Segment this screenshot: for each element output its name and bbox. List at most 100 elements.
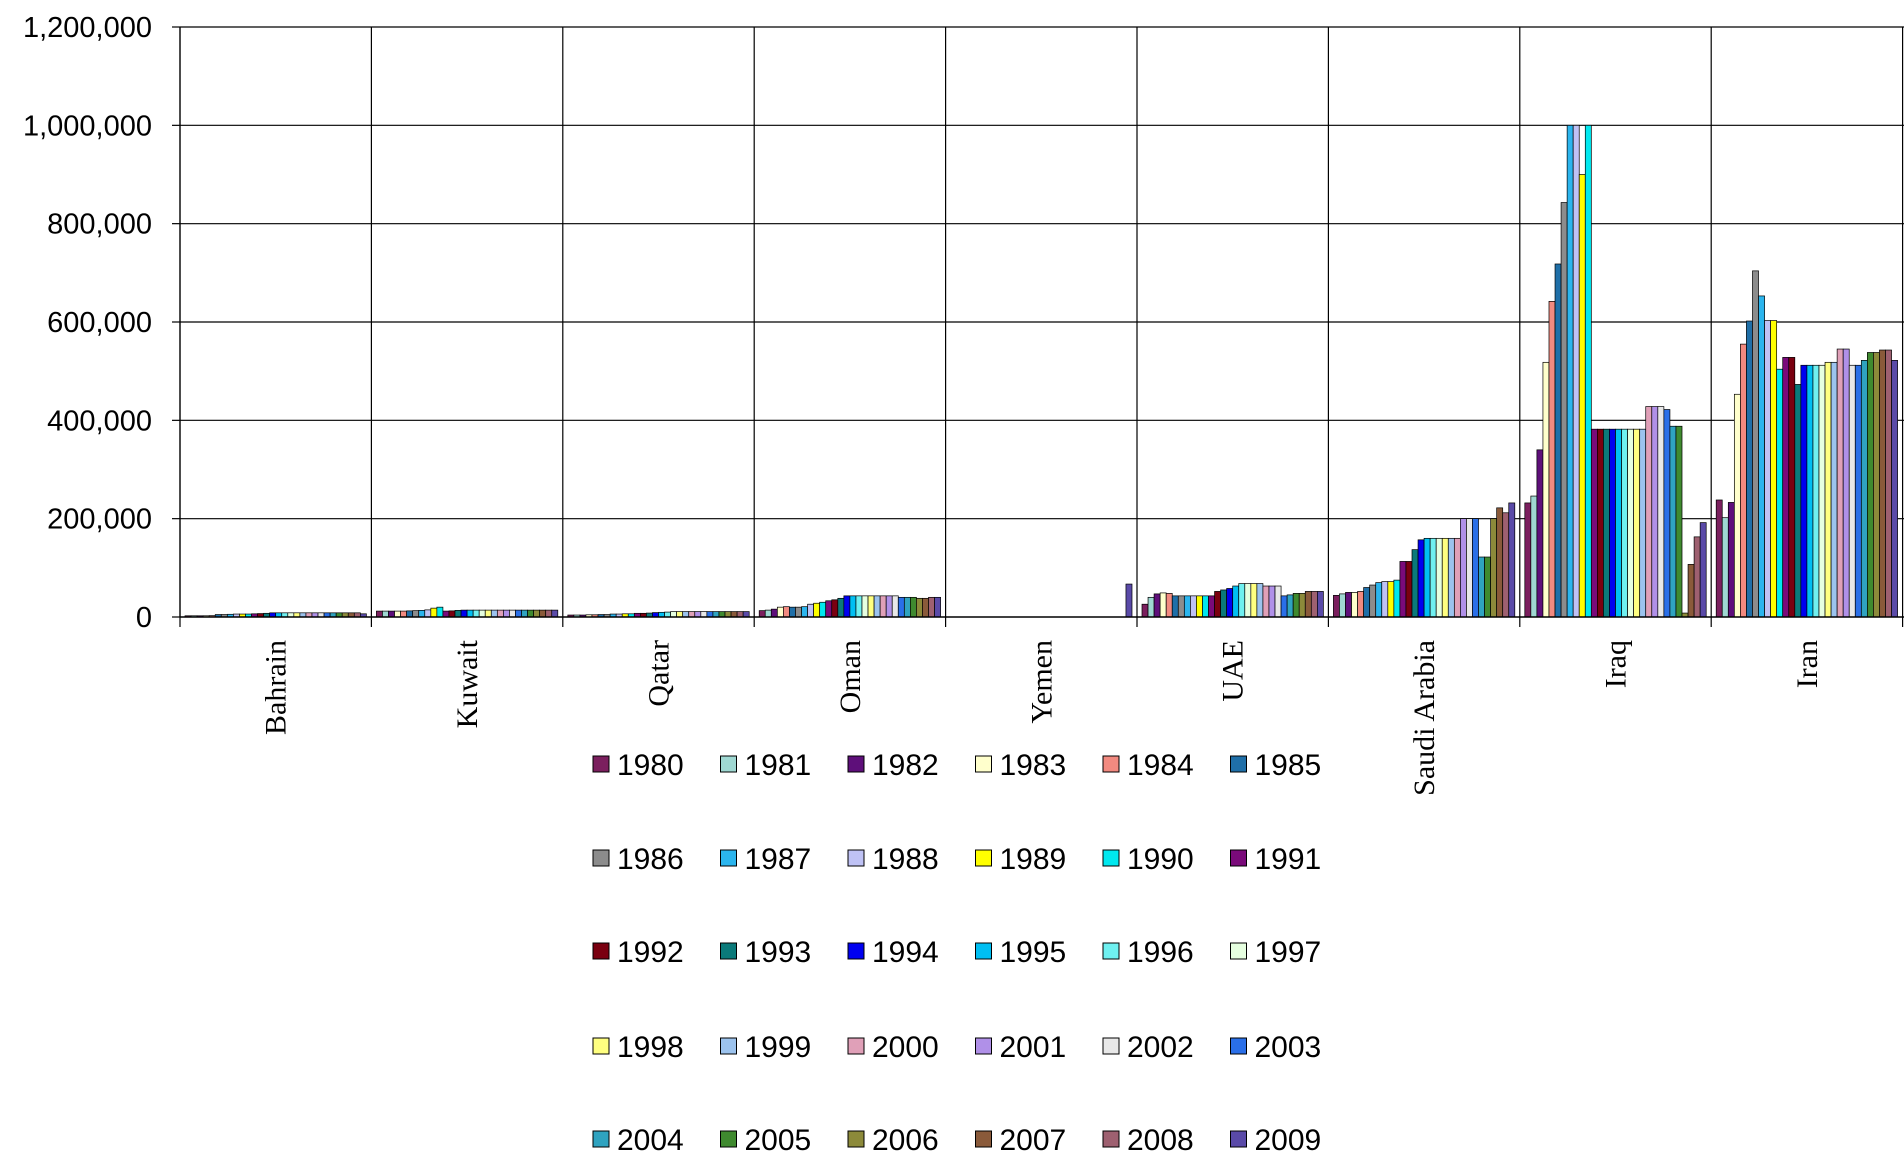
bar-iran-2004	[1860, 360, 1868, 618]
bar-uae-2004	[1286, 594, 1294, 618]
bar-uae-1985	[1171, 595, 1179, 618]
bar-iran-2008	[1885, 349, 1892, 618]
bar-iraq-1981	[1530, 495, 1538, 618]
legend-swatch	[975, 942, 992, 960]
bar-oman-1993	[837, 597, 845, 618]
bar-uae-1993	[1220, 589, 1228, 618]
bar-uae-1984	[1165, 593, 1173, 618]
bar-uae-1980	[1141, 603, 1149, 618]
legend-label: 1985	[1255, 749, 1322, 782]
bar-saudi-arabia-1984	[1357, 591, 1364, 618]
bar-qatar-2000	[688, 611, 696, 618]
legend-label: 1998	[617, 1031, 684, 1064]
bar-uae-1998	[1250, 583, 1258, 618]
legend-swatch	[975, 849, 992, 867]
bar-kuwait-2002	[509, 609, 516, 618]
bar-uae-2000	[1262, 585, 1270, 618]
bar-oman-2005	[910, 596, 917, 618]
bar-kuwait-2007	[539, 609, 547, 618]
bar-kuwait-1993	[454, 610, 462, 618]
bar-iraq-2005	[1675, 425, 1683, 618]
bar-iran-2005	[1867, 352, 1874, 618]
bar-qatar-2005	[718, 611, 726, 618]
bar-iraq-2002	[1657, 406, 1665, 618]
bar-uae-1996	[1238, 583, 1246, 618]
x-tick-label: Bahrain	[260, 640, 293, 735]
bar-oman-2009	[934, 596, 941, 618]
bars	[184, 124, 1898, 618]
bar-iraq-1993	[1603, 428, 1610, 618]
legend-swatch	[720, 849, 737, 867]
bar-iran-1998	[1824, 361, 1832, 618]
bar-kuwait-1985	[406, 610, 414, 618]
bar-saudi-arabia-2009	[1508, 502, 1516, 618]
bar-saudi-arabia-2007	[1496, 507, 1504, 618]
bar-saudi-arabia-1981	[1339, 593, 1346, 618]
bar-iran-1994	[1800, 364, 1808, 618]
bar-uae-2001	[1268, 585, 1276, 618]
bar-oman-1999	[873, 595, 881, 618]
bar-iraq-2009	[1699, 522, 1707, 618]
legend-label: 1991	[1255, 843, 1322, 876]
bar-oman-1985	[789, 606, 796, 618]
y-tick-label: 1,200,000	[23, 12, 152, 44]
bar-iran-1980	[1715, 499, 1723, 618]
bar-iraq-2008	[1693, 536, 1701, 618]
bar-uae-1991	[1208, 595, 1215, 618]
bar-uae-1986	[1177, 595, 1185, 618]
bar-saudi-arabia-1995	[1423, 537, 1431, 618]
bar-uae-2009	[1317, 591, 1324, 618]
bar-kuwait-1992	[448, 610, 456, 618]
bar-uae-2003	[1280, 595, 1288, 618]
bar-oman-2007	[922, 597, 929, 618]
bar-oman-2006	[916, 597, 923, 618]
y-tick-label: 600,000	[47, 307, 152, 339]
legend-swatch	[720, 942, 737, 960]
bar-kuwait-1988	[424, 609, 432, 618]
x-tick-label: Yemen	[1025, 640, 1058, 724]
bar-kuwait-1997	[478, 609, 486, 618]
legend-swatch	[847, 1130, 865, 1148]
bar-oman-1980	[758, 610, 766, 618]
y-tick-label: 400,000	[47, 405, 152, 437]
bar-kuwait-2000	[496, 609, 504, 618]
bar-uae-2007	[1304, 591, 1312, 618]
legend-label: 2004	[617, 1124, 684, 1155]
bar-iran-1984	[1740, 343, 1747, 618]
bar-saudi-arabia-1989	[1387, 581, 1395, 618]
legend-swatch	[1230, 1037, 1247, 1055]
legend-swatch	[1102, 755, 1120, 773]
bar-qatar-2008	[736, 611, 744, 618]
y-tick-label: 0	[136, 602, 152, 634]
bar-kuwait-2005	[527, 609, 534, 618]
legend-label: 2009	[1255, 1124, 1322, 1155]
bar-iraq-1985	[1554, 263, 1562, 618]
legend-swatch	[592, 1130, 610, 1148]
bar-saudi-arabia-1987	[1375, 582, 1383, 618]
bar-kuwait-2003	[515, 609, 522, 618]
bar-iran-2002	[1848, 364, 1856, 618]
bar-kuwait-1983	[394, 610, 401, 618]
bar-iran-1995	[1806, 364, 1814, 618]
bar-kuwait-2001	[503, 609, 510, 618]
bar-iraq-2001	[1651, 406, 1659, 618]
bar-iraq-1987	[1566, 124, 1574, 618]
bar-iran-1992	[1788, 357, 1796, 618]
legend-swatch	[1102, 1130, 1120, 1148]
bar-uae-1997	[1244, 583, 1252, 618]
bar-qatar-2001	[694, 611, 702, 618]
bar-iran-1987	[1758, 295, 1765, 618]
legend-swatch	[720, 1130, 737, 1148]
bar-kuwait-2008	[545, 609, 553, 618]
legend-label: 1981	[745, 749, 812, 782]
legend-label: 1983	[1000, 749, 1067, 782]
bar-iraq-1999	[1639, 428, 1647, 618]
legend-label: 2005	[745, 1124, 812, 1155]
bar-saudi-arabia-2008	[1502, 512, 1510, 618]
bar-qatar-2009	[742, 611, 750, 618]
bar-oman-1997	[861, 595, 869, 618]
bar-saudi-arabia-1983	[1351, 592, 1358, 618]
bar-oman-1989	[813, 602, 821, 618]
legend-swatch	[592, 755, 610, 773]
